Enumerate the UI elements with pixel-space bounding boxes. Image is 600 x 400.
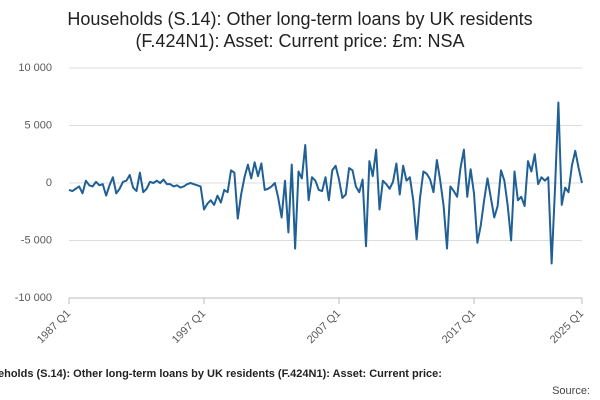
chart-title: Households (S.14): Other long-term loans… — [67, 9, 532, 29]
x-tick-label: 2007 Q1 — [305, 308, 343, 346]
footer: eholds (S.14): Other long-term loans by … — [0, 368, 442, 380]
y-tick-label: -10 000 — [15, 292, 52, 304]
source: Source: — [552, 385, 590, 397]
x-tick-label: 1997 Q1 — [170, 308, 208, 346]
y-tick-label: 0 — [46, 177, 52, 189]
line — [68, 101, 583, 265]
chart-title: (F.424N1): Asset: Current price: £m: NSA — [135, 31, 464, 51]
y-tick-label: 10 000 — [18, 62, 52, 74]
x-tick-label: 2017 Q1 — [440, 308, 478, 346]
y-tick-label: 5 000 — [24, 119, 52, 131]
y-tick-label: -5 000 — [21, 234, 52, 246]
x-tick-label: 1987 Q1 — [35, 308, 73, 346]
x-tick-label: 2025 Q1 — [548, 308, 586, 346]
